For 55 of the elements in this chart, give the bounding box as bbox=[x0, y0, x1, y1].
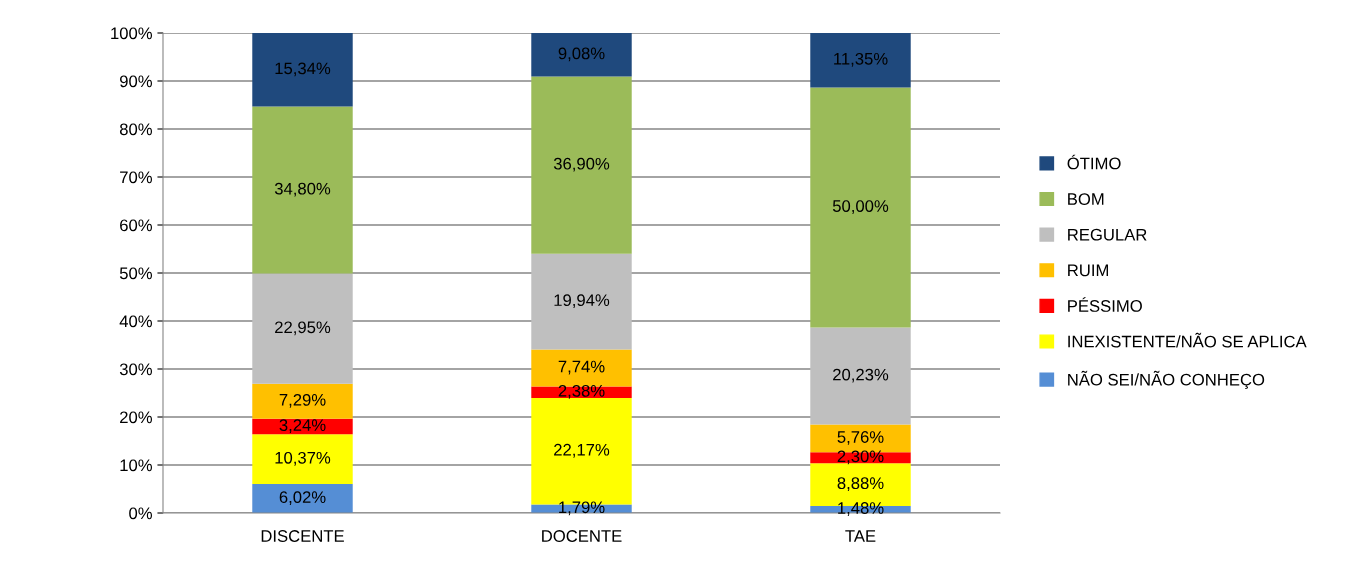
y-tick-label: 70% bbox=[120, 171, 152, 184]
bar bbox=[531, 349, 632, 387]
data-label: 36,90% bbox=[553, 157, 610, 172]
legend-label: INEXISTENTE/NÃO SE APLICA bbox=[1068, 332, 1307, 348]
x-tick-label: DISCENTE bbox=[261, 530, 344, 542]
bar bbox=[252, 484, 353, 513]
bar bbox=[810, 327, 911, 425]
y-tick-label: 40% bbox=[119, 315, 152, 328]
data-label: 11,35% bbox=[834, 52, 888, 67]
data-label: 2,30% bbox=[837, 450, 884, 465]
data-label: 7,29% bbox=[279, 393, 326, 408]
legend-label: PÉSSIMO bbox=[1068, 297, 1142, 312]
bar bbox=[252, 273, 353, 384]
y-tick-label: 10% bbox=[120, 459, 152, 472]
data-label: 6,02% bbox=[279, 491, 326, 505]
legend-label: ÓTIMO bbox=[1067, 154, 1121, 170]
bar bbox=[252, 33, 353, 107]
bar bbox=[810, 33, 911, 88]
data-label: 34,80% bbox=[274, 182, 331, 197]
data-label: 3,24% bbox=[279, 419, 326, 433]
data-label: 15,34% bbox=[275, 62, 331, 77]
data-label: 10,37% bbox=[275, 451, 331, 466]
data-label: 22,95% bbox=[275, 321, 331, 336]
y-tick-label: 90% bbox=[120, 75, 152, 88]
bar bbox=[810, 87, 911, 328]
bar bbox=[252, 383, 353, 419]
y-tick-label: 30% bbox=[119, 363, 152, 376]
legend-label: NÃO SEI/NÃO CONHEÇO bbox=[1068, 370, 1265, 389]
y-tick-label: 0% bbox=[129, 507, 152, 520]
data-label: 1,48% bbox=[838, 502, 884, 516]
x-tick-label: TAE bbox=[845, 530, 876, 542]
bar bbox=[252, 106, 353, 274]
data-label: 50,00% bbox=[832, 200, 889, 214]
y-tick-label: 20% bbox=[120, 411, 152, 424]
x-tick-label: DOCENTE bbox=[542, 530, 622, 542]
data-label: 5,76% bbox=[837, 431, 884, 445]
data-label: 22,17% bbox=[554, 443, 610, 458]
y-tick-label: 60% bbox=[120, 219, 152, 232]
y-tick-label: 50% bbox=[119, 267, 152, 280]
data-label: 2,38% bbox=[558, 384, 605, 399]
bar bbox=[252, 434, 353, 485]
data-label: 7,74% bbox=[558, 360, 605, 375]
y-tick-label: 80% bbox=[119, 123, 152, 136]
data-label: 9,08% bbox=[558, 47, 605, 62]
legend-label: BOM bbox=[1068, 193, 1104, 205]
data-label: 8,88% bbox=[837, 477, 884, 492]
legend-label: REGULAR bbox=[1068, 228, 1147, 241]
data-label: 20,23% bbox=[833, 368, 889, 383]
data-label: 19,94% bbox=[554, 294, 610, 308]
legend-label: RUIM bbox=[1068, 264, 1108, 277]
bar bbox=[531, 76, 632, 254]
bar bbox=[531, 253, 632, 350]
y-tick-label: 100% bbox=[111, 27, 152, 40]
bar bbox=[531, 33, 632, 77]
data-label: 1,79% bbox=[559, 501, 605, 516]
